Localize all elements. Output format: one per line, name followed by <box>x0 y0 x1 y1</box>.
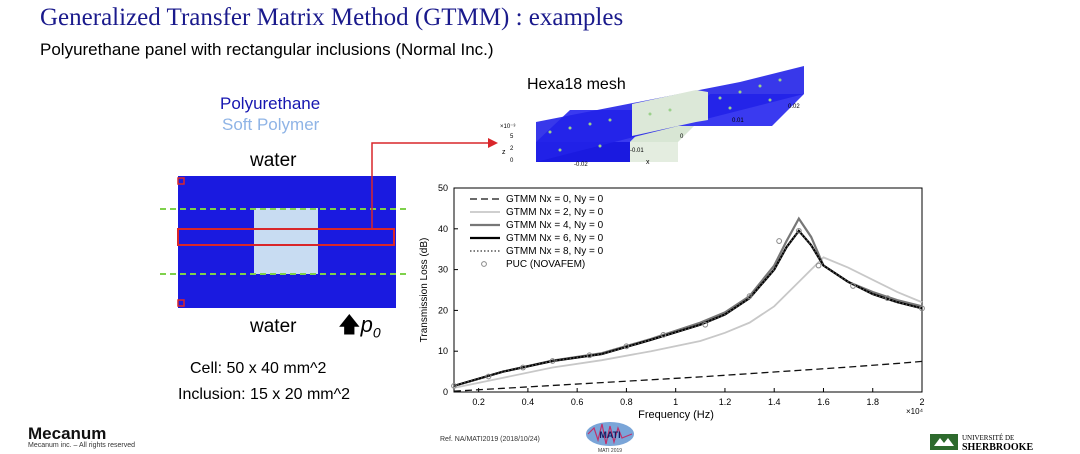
sherbrooke-logo-line1: UNIVERSITÉ DE <box>962 434 1015 442</box>
chart-x-label: Frequency (Hz) <box>638 409 714 421</box>
chart-marker-puc <box>485 373 492 380</box>
chart-x-tick-label: 1.6 <box>817 397 830 407</box>
chart-x-tick-label: 0.2 <box>472 397 485 407</box>
mesh-nodes <box>548 78 782 152</box>
mati-logo: MATI MATI 2019 <box>586 422 634 454</box>
slide-title: Generalized Transfer Matrix Method (GTMM… <box>40 4 624 31</box>
legend-marker-5 <box>481 261 487 267</box>
legend-label-4: GTMM Nx = 8, Ny = 0 <box>506 246 604 257</box>
cell-size-text: Cell: 50 x 40 mm^2 <box>190 360 327 377</box>
footer-reference: Ref. NA/MATI2019 (2018/10/24) <box>440 436 540 443</box>
mecanum-logo: Mecanum <box>28 424 107 443</box>
mesh-label: Hexa18 mesh <box>527 76 626 93</box>
chart-x-tick-label: 0.8 <box>620 397 633 407</box>
chart-x-tick-label: 1 <box>673 397 678 407</box>
chart-y-tick-label: 50 <box>438 183 448 193</box>
highlight-strip <box>177 228 395 246</box>
chart-x-tick-label: 0.6 <box>571 397 584 407</box>
chart-marker-puc <box>795 227 802 234</box>
chart-x-tick-label: 1.8 <box>866 397 879 407</box>
chart-x-tick-label: 1.4 <box>768 397 781 407</box>
mesh-y-tick-1: 0.02 <box>788 104 800 110</box>
mesh-z-tick-2: 0 <box>510 158 514 164</box>
mecanum-logo-sub: Mecanum inc. – All rights reserved <box>28 442 135 449</box>
chart-y-tick-label: 40 <box>438 224 448 234</box>
chart-marker-puc <box>520 364 526 371</box>
mesh-x-tick-2: 0 <box>680 134 684 140</box>
chart-y-label: Transmission Loss (dB) <box>419 238 430 343</box>
chart-series-line-0 <box>453 360 923 392</box>
chart-y-tick-label: 10 <box>438 346 448 356</box>
water-top-label: water <box>250 150 297 171</box>
chart-plot-frame <box>453 187 923 393</box>
chart-marker-puc <box>702 321 709 328</box>
connector-line <box>371 142 490 229</box>
pressure-label: 🡅p0 <box>338 312 381 341</box>
chart-marker-puc <box>850 283 856 289</box>
slide-subtitle: Polyurethane panel with rectangular incl… <box>40 40 494 59</box>
mesh-z-exponent: ×10⁻³ <box>500 124 515 130</box>
legend-label-5: PUC (NOVAFEM) <box>506 259 585 270</box>
mesh-beam-soft <box>632 90 708 136</box>
mesh-x-tick-1: -0.01 <box>630 148 644 154</box>
inclusion-size-text: Inclusion: 15 x 20 mm^2 <box>178 386 351 403</box>
sherbrooke-logo-line2: SHERBROOKE <box>962 442 1034 453</box>
mesh-y-tick-0: 0.01 <box>732 118 744 124</box>
mesh-front-soft <box>630 142 678 162</box>
legend-polyurethane: Polyurethane <box>220 94 321 113</box>
sherbrooke-logo-mark <box>930 434 958 450</box>
mesh-z-label: z <box>502 149 506 156</box>
chart-y-tick-label: 0 <box>443 387 448 397</box>
legend-label-3: GTMM Nx = 6, Ny = 0 <box>506 233 604 244</box>
chart-marker-puc <box>586 352 593 359</box>
legend-label-2: GTMM Nx = 4, Ny = 0 <box>506 220 604 231</box>
mati-logo-sub: MATI 2019 <box>598 448 622 454</box>
chart-x-exponent: ×10⁴ <box>906 407 924 416</box>
chart-marker-puc <box>549 358 556 364</box>
chart-y-tick-label: 30 <box>438 265 448 275</box>
legend-label-1: GTMM Nx = 2, Ny = 0 <box>506 207 604 218</box>
chart-y-tick-label: 20 <box>438 305 448 315</box>
soft-polymer-inclusion <box>254 208 318 274</box>
pressure-arrow-icon: 🡅 <box>338 312 361 337</box>
corner-marker-top <box>177 177 185 185</box>
mati-logo-text: MATI <box>599 430 620 440</box>
chart-x-tick-label: 0.4 <box>522 397 535 407</box>
chart-marker-puc <box>660 331 667 338</box>
chart-marker-puc <box>776 238 783 244</box>
connector-arrow-icon <box>488 138 498 148</box>
chart-marker-puc <box>451 382 457 389</box>
mesh-z-tick-1: 2 <box>510 146 514 152</box>
water-bottom-label: water <box>250 316 297 337</box>
chart-marker-puc <box>746 293 753 300</box>
transmission-loss-chart: 0 10 20 30 40 50 0.2 0.4 0.6 0.8 1 1.2 1.4 1.6 1.8 2 GT… <box>419 183 925 421</box>
legend-label-0: GTMM Nx = 0, Ny = 0 <box>506 194 604 205</box>
chart-marker-puc <box>815 262 822 269</box>
chart-x-tick-label: 2 <box>919 397 924 407</box>
chart-series-line-1 <box>453 256 923 389</box>
mesh-x-tick-0: -0.02 <box>574 162 588 168</box>
chart-x-tick-label: 1.2 <box>719 397 732 407</box>
chart-series-line-3 <box>453 229 923 387</box>
chart-marker-puc <box>884 295 891 302</box>
chart-marker-puc <box>623 343 630 350</box>
mesh-z-tick-0: 5 <box>510 134 514 140</box>
corner-marker-bottom <box>177 299 185 307</box>
legend-soft-polymer: Soft Polymer <box>222 115 320 134</box>
mesh-x-label: x <box>646 159 650 166</box>
mesh-3d-view: ×10⁻³ 5 2 0 z -0.02 -0.01 0 x 0.01 0.02 <box>500 66 804 168</box>
chart-marker-puc <box>919 305 925 312</box>
